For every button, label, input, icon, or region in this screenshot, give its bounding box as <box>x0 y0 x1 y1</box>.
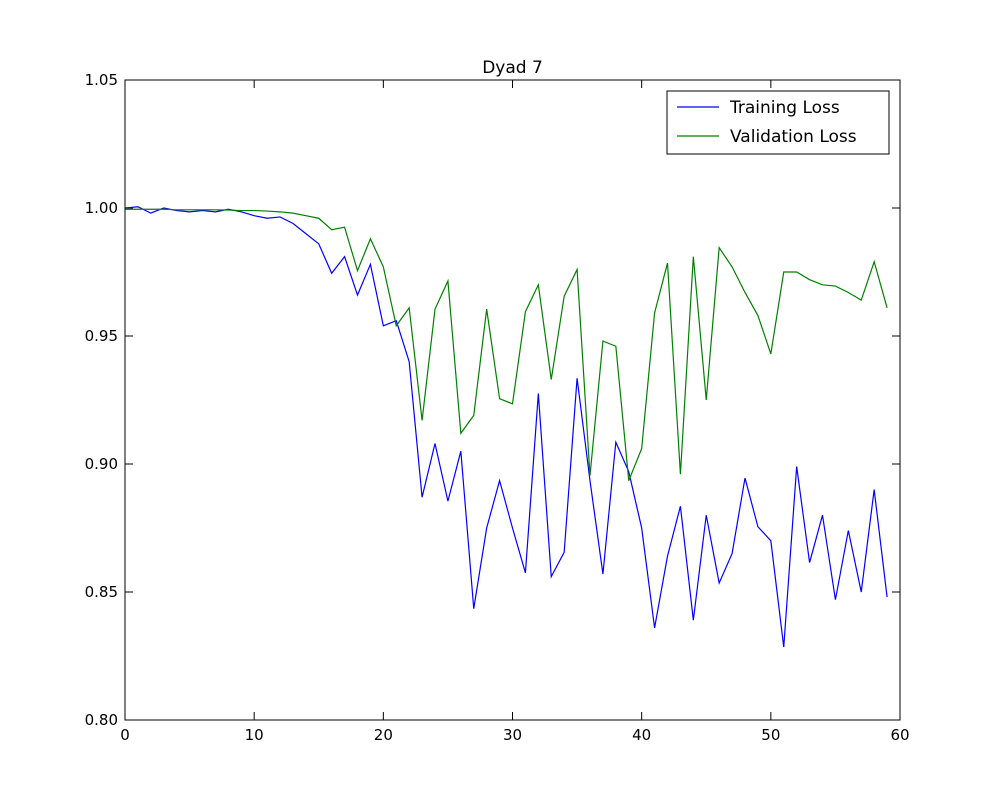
y-tick-label: 1.00 <box>85 199 118 217</box>
legend-label: Validation Loss <box>730 127 857 147</box>
x-tick-label: 60 <box>890 726 909 744</box>
y-tick-label: 0.80 <box>85 711 118 729</box>
x-tick-label: 0 <box>120 726 130 744</box>
legend-box <box>666 90 890 155</box>
plot-area <box>124 206 888 648</box>
y-tick-label: 0.85 <box>85 583 118 601</box>
x-tick-label: 30 <box>503 726 522 744</box>
x-tick-label: 50 <box>761 726 780 744</box>
plot-frame <box>124 79 901 721</box>
x-tick-label: 40 <box>632 726 651 744</box>
ticks-layer: 0 10 20 30 40 50 60 0.80 0.85 0.90 0.95 1.00 1.05 <box>85 71 910 744</box>
legend: Training Loss Validation Loss <box>666 90 890 155</box>
x-tick-label: 10 <box>245 726 264 744</box>
y-tick-label: 0.95 <box>85 327 118 345</box>
x-tick-label: 20 <box>374 726 393 744</box>
y-tick-label: 0.90 <box>85 455 118 473</box>
chart-title: Dyad 7 <box>482 58 543 78</box>
legend-label: Training Loss <box>729 98 840 118</box>
series-line-validation-loss <box>125 208 888 481</box>
series-line-training-loss <box>124 206 888 648</box>
y-tick-label: 1.05 <box>85 71 118 89</box>
